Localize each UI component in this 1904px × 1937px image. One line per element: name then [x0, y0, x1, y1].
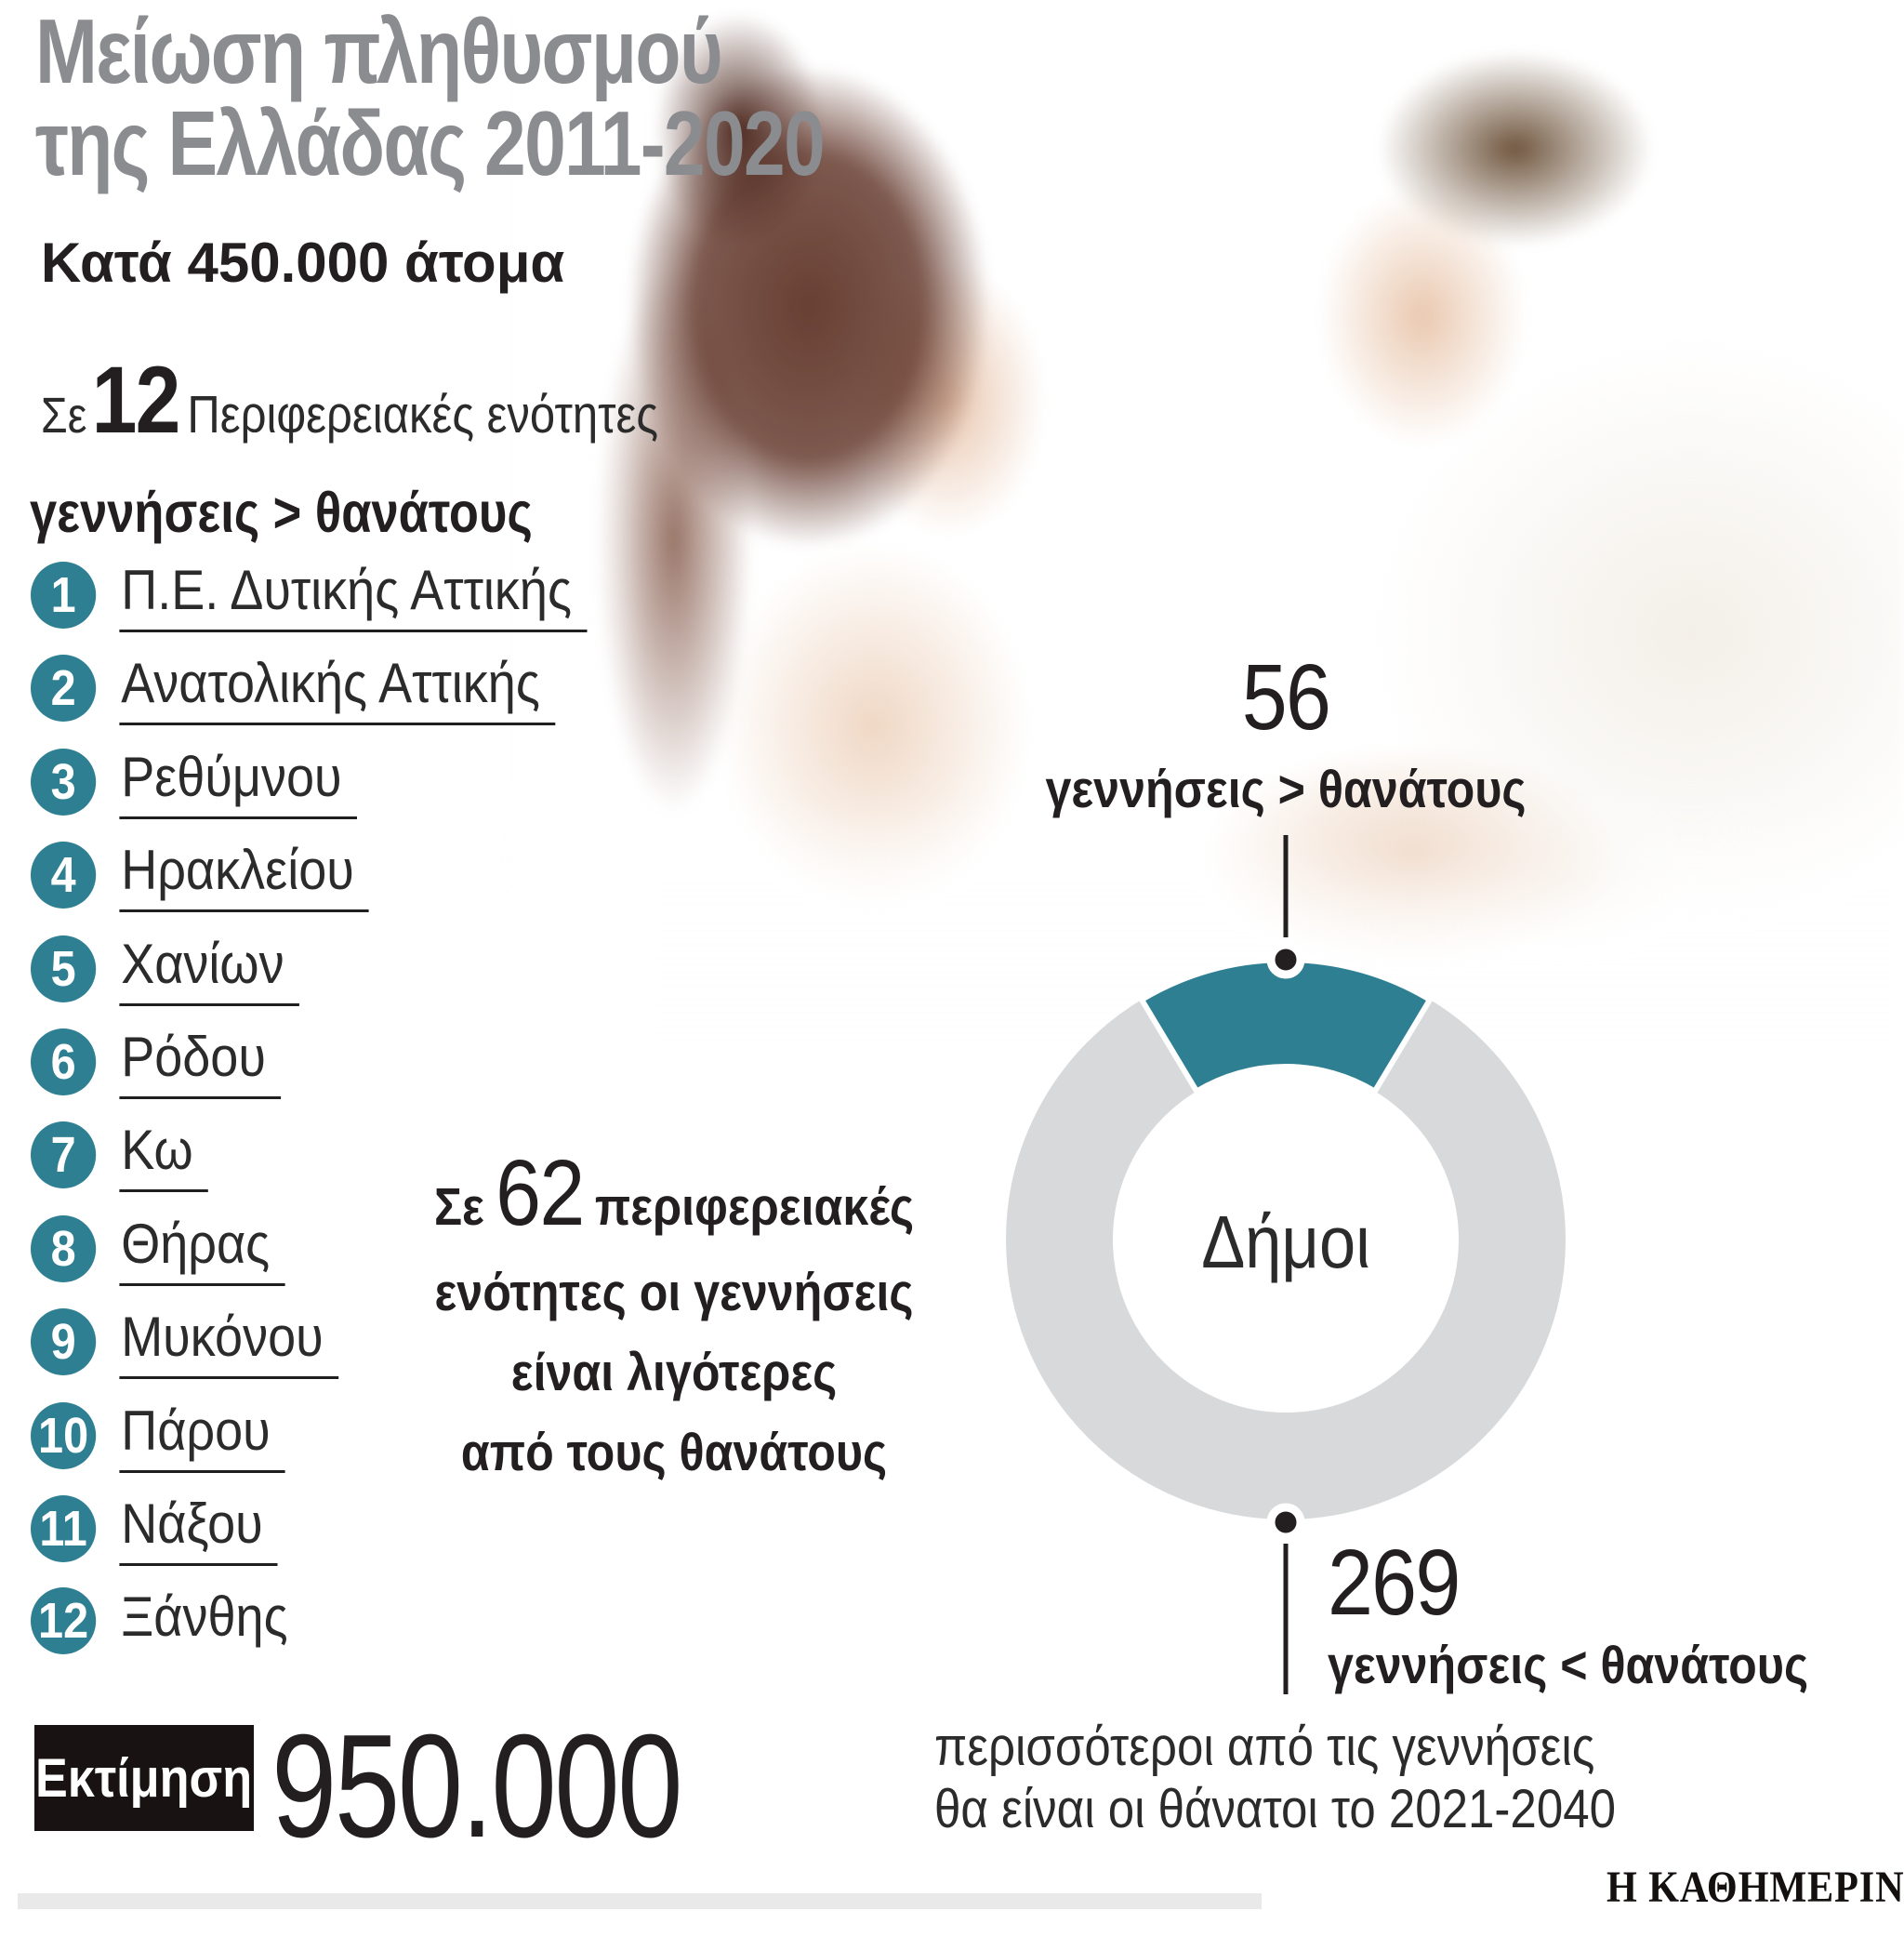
- region-row: 8 Θήρας: [31, 1212, 285, 1286]
- intro-count: 12: [91, 347, 181, 453]
- title-line-1: Μείωση πληθυσμού: [35, 0, 723, 102]
- middle-note-line-2: ενότητες οι γεννήσεις: [434, 1263, 914, 1322]
- donut-center-label: Δήμοι: [1201, 1201, 1370, 1283]
- kathimerini-logo: Η ΚΑΘΗΜΕΡΙΝΗ: [1606, 1863, 1904, 1912]
- region-name: Ρεθύμνου: [119, 745, 357, 819]
- region-row: 6 Ρόδου: [31, 1025, 282, 1099]
- top-connector-dot: [1266, 940, 1305, 979]
- region-number-badge: 11: [31, 1495, 97, 1562]
- estimate-text: περισσότεροι από τις γεννήσεις θα είναι …: [934, 1716, 1616, 1840]
- region-name: Ηρακλείου: [119, 838, 369, 912]
- region-number-badge: 1: [31, 562, 97, 629]
- region-number-badge: 8: [31, 1215, 97, 1282]
- estimate-text-line-1: περισσότεροι από τις γεννήσεις: [934, 1717, 1595, 1777]
- regions-list: 1 Π.Ε. Δυτικής Αττικής 2 Ανατολικής Αττικής…: [31, 558, 626, 1683]
- region-number-badge: 4: [31, 842, 97, 909]
- region-row: 1 Π.Ε. Δυτικής Αττικής: [31, 558, 588, 632]
- donut-wedge-births-segment: [1139, 957, 1433, 1095]
- estimate-badge-label: Εκτίμηση: [35, 1747, 253, 1809]
- region-name: Νάξου: [119, 1492, 278, 1566]
- estimate-text-line-2: θα είναι οι θάνατοι το 2021-2040: [934, 1779, 1616, 1839]
- middle-note-line-1: Σε 62 περιφερειακές: [391, 1140, 956, 1247]
- region-number-badge: 12: [31, 1586, 97, 1654]
- deaths-callout-value: 269: [1328, 1531, 1461, 1635]
- middle-note: Σε 62 περιφερειακές ενότητες οι γεννήσει…: [391, 1140, 956, 1493]
- footer-rule: [18, 1893, 1262, 1909]
- deaths-callout-label: γεννήσεις < θανάτους: [1328, 1636, 1809, 1695]
- region-name: Π.Ε. Δυτικής Αττικής: [119, 558, 588, 632]
- region-row: 7 Κω: [31, 1118, 208, 1192]
- region-number-badge: 3: [31, 749, 97, 816]
- region-name: Ανατολικής Αττικής: [119, 651, 556, 725]
- middle-note-line-3: είναι λιγότερες: [510, 1343, 838, 1402]
- region-name: Ρόδου: [119, 1025, 282, 1099]
- region-number-badge: 6: [31, 1028, 97, 1095]
- region-row: 10 Πάρου: [31, 1399, 285, 1473]
- region-row: 12 Ξάνθης: [31, 1585, 303, 1656]
- region-row: 4 Ηρακλείου: [31, 838, 369, 912]
- middle-note-line1-rest: περιφερειακές: [594, 1177, 915, 1237]
- region-number-badge: 9: [31, 1308, 97, 1375]
- middle-note-count: 62: [496, 1141, 585, 1245]
- intro-suffix: Περιφερειακές ενότητες: [187, 385, 658, 444]
- births-greater-deaths-heading: γεννήσεις > θανάτους: [30, 481, 533, 544]
- region-row: 3 Ρεθύμνου: [31, 745, 357, 819]
- region-number-badge: 5: [31, 935, 97, 1002]
- region-name: Θήρας: [119, 1212, 285, 1286]
- region-name: Κω: [119, 1118, 208, 1192]
- region-number-badge: 7: [31, 1121, 97, 1188]
- estimate-badge: Εκτίμηση: [34, 1725, 254, 1831]
- region-name: Μυκόνου: [119, 1305, 338, 1379]
- regions-intro: Σε 12 Περιφερειακές ενότητες: [41, 346, 658, 455]
- page-title: Μείωση πληθυσμού της Ελλάδας 2011-2020: [35, 0, 826, 194]
- region-name: Χανίων: [119, 932, 299, 1006]
- page-subtitle: Κατά 450.000 άτομα: [41, 232, 565, 294]
- region-name: Πάρου: [119, 1399, 285, 1473]
- region-number-badge: 10: [31, 1402, 97, 1469]
- region-row: 11 Νάξου: [31, 1492, 278, 1566]
- births-callout-label: γεννήσεις > θανάτους: [1045, 760, 1527, 819]
- middle-note-prefix: Σε: [433, 1177, 484, 1237]
- photo-couple-with-baby: [502, 0, 1904, 1107]
- middle-note-line-4: από τους θανάτους: [460, 1423, 888, 1482]
- region-row: 9 Μυκόνου: [31, 1305, 338, 1379]
- estimate-value: 950.000: [271, 1705, 683, 1868]
- title-line-2: της Ελλάδας 2011-2020: [35, 92, 826, 194]
- region-row: 5 Χανίων: [31, 932, 299, 1006]
- bottom-connector-dot: [1266, 1503, 1305, 1542]
- region-number-badge: 2: [31, 655, 97, 722]
- region-row: 2 Ανατολικής Αττικής: [31, 651, 556, 725]
- region-name: Ξάνθης: [121, 1585, 288, 1648]
- births-callout: 56 γεννήσεις > θανάτους: [999, 651, 1572, 820]
- deaths-callout: 269 γεννήσεις < θανάτους: [1328, 1536, 1808, 1696]
- births-callout-value: 56: [1241, 645, 1331, 750]
- intro-prefix: Σε: [41, 388, 87, 444]
